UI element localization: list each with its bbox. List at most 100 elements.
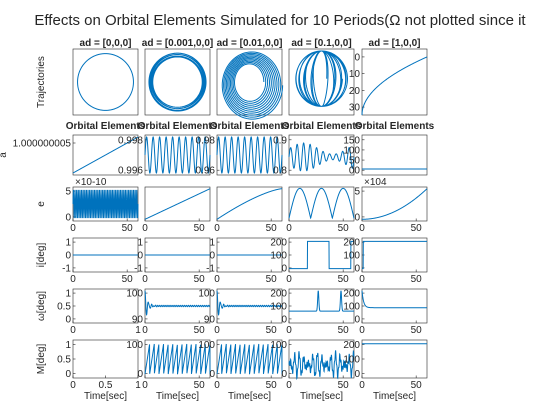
y-tick-label: 100	[270, 251, 287, 262]
series-line	[216, 136, 283, 174]
x-tick-label: 0	[286, 380, 292, 391]
y-tick-label: 100	[343, 302, 360, 313]
y-tick-label: 1.000000005	[13, 139, 72, 150]
series-line	[295, 50, 348, 107]
column-title: ad = [0.1,0,0]	[291, 38, 351, 49]
series-line	[288, 187, 355, 220]
y-tick-label: 200	[270, 238, 287, 249]
subplot-r3-c1: 500 50×10-10	[65, 177, 139, 234]
x-tick-label: 50	[122, 223, 134, 234]
y-tick-label: 0	[354, 314, 360, 325]
subplot-r2-c4: 0.9 0.8 Orbital Elements	[273, 121, 362, 177]
axes-frame	[361, 339, 428, 379]
axes-frame	[361, 186, 428, 222]
subplot-r2-c2: 0.998 0.996 Orbital Elements	[118, 121, 218, 177]
subplot-r1-c2: ad = [0.001,0,0]	[142, 38, 213, 116]
y-tick-label: 0	[65, 369, 71, 380]
y-tick-label: -1	[134, 263, 143, 274]
axes-frame	[288, 288, 355, 324]
series-line	[361, 56, 428, 116]
series-line	[362, 188, 428, 220]
series-line	[144, 136, 211, 174]
subplot-r5-c2: 100 900 50	[126, 289, 211, 336]
axes-frame	[216, 186, 283, 222]
y-tick-label: 200	[343, 238, 360, 249]
y-tick-label: 1	[137, 238, 143, 249]
row-label: i[deg]	[36, 243, 47, 268]
y-tick-label: 30	[349, 103, 361, 114]
x-tick-label: 0	[70, 380, 76, 391]
x-tick-label: 50	[194, 274, 206, 285]
axes-frame	[288, 186, 355, 222]
axis-exponent: ×10-10	[75, 177, 107, 188]
subplot-r5-c1: 10.500 1	[57, 289, 141, 336]
x-axis-label: Time[sec]	[84, 391, 127, 402]
x-tick-label: 0	[359, 274, 365, 285]
y-tick-label: 0	[137, 251, 143, 262]
series-line	[72, 136, 139, 174]
row-label: e	[36, 201, 47, 207]
subplot-r2-c1: 1.000000005 Orbital Elements	[13, 121, 146, 176]
y-tick-label: 0	[209, 251, 215, 262]
axis-exponent: ×104	[364, 177, 387, 188]
y-tick-label: 1	[65, 289, 71, 300]
x-tick-label: 50	[411, 325, 423, 336]
series-line	[72, 189, 139, 219]
x-tick-label: 1	[135, 380, 141, 391]
series-line	[221, 51, 284, 120]
x-tick-label: 0	[142, 325, 148, 336]
y-tick-label: 0	[281, 369, 287, 380]
x-tick-label: 0	[286, 223, 292, 234]
y-tick-label: 20	[349, 86, 361, 97]
x-tick-label: 1	[135, 325, 141, 336]
x-tick-label: 0	[359, 380, 365, 391]
x-tick-label: 50	[266, 325, 278, 336]
y-tick-label: 0	[281, 263, 287, 274]
x-tick-label: 50	[266, 223, 278, 234]
x-tick-label: 0.5	[99, 380, 113, 391]
y-tick-label: 50	[349, 156, 361, 167]
subplot-r3-c3: 0 50	[214, 186, 283, 234]
subplot-r1-c1: ad = [0,0,0]	[72, 38, 139, 116]
y-tick-label: 0.5	[57, 355, 71, 366]
y-tick-label: 5	[354, 187, 360, 198]
y-tick-label: 0	[354, 263, 360, 274]
y-tick-label: 0	[137, 369, 143, 380]
subplot-r1-c4: ad = [0.1,0,0]	[288, 38, 355, 116]
series-line	[216, 290, 283, 316]
y-tick-label: 100	[270, 340, 287, 351]
overlay-title: Orbital Elements	[138, 121, 218, 132]
x-tick-label: 0	[359, 223, 365, 234]
y-tick-label: 100	[343, 251, 360, 262]
series-line	[288, 350, 355, 381]
y-tick-label: 0	[209, 369, 215, 380]
y-tick-label: 100	[270, 302, 287, 313]
y-tick-label: 100	[126, 289, 143, 300]
series-line	[144, 290, 211, 316]
x-tick-label: 50	[338, 223, 350, 234]
y-tick-label: 100	[198, 289, 215, 300]
x-tick-label: 0	[214, 223, 220, 234]
subplot-r1-c5: 0 10 20 30 ad = [1,0,0]	[349, 38, 428, 116]
row-label: M[deg]	[36, 343, 47, 374]
subplot-r1-c3: ad = [0.01,0,0]	[217, 38, 284, 120]
axes-frame	[72, 288, 139, 324]
subplot-r3-c2: 0 50	[142, 186, 211, 234]
y-tick-label: -1	[206, 263, 215, 274]
series-line	[361, 290, 427, 309]
y-tick-label: 0	[65, 251, 71, 262]
axes-frame	[144, 48, 211, 116]
series-line	[289, 290, 354, 312]
y-tick-label: 1	[65, 238, 71, 249]
y-tick-label: -1	[62, 263, 71, 274]
y-tick-label: 0.5	[57, 302, 71, 313]
column-title: ad = [0,0,0]	[80, 38, 132, 49]
x-axis-label: Time[sec]	[156, 391, 199, 402]
y-tick-label: 90	[132, 314, 144, 325]
